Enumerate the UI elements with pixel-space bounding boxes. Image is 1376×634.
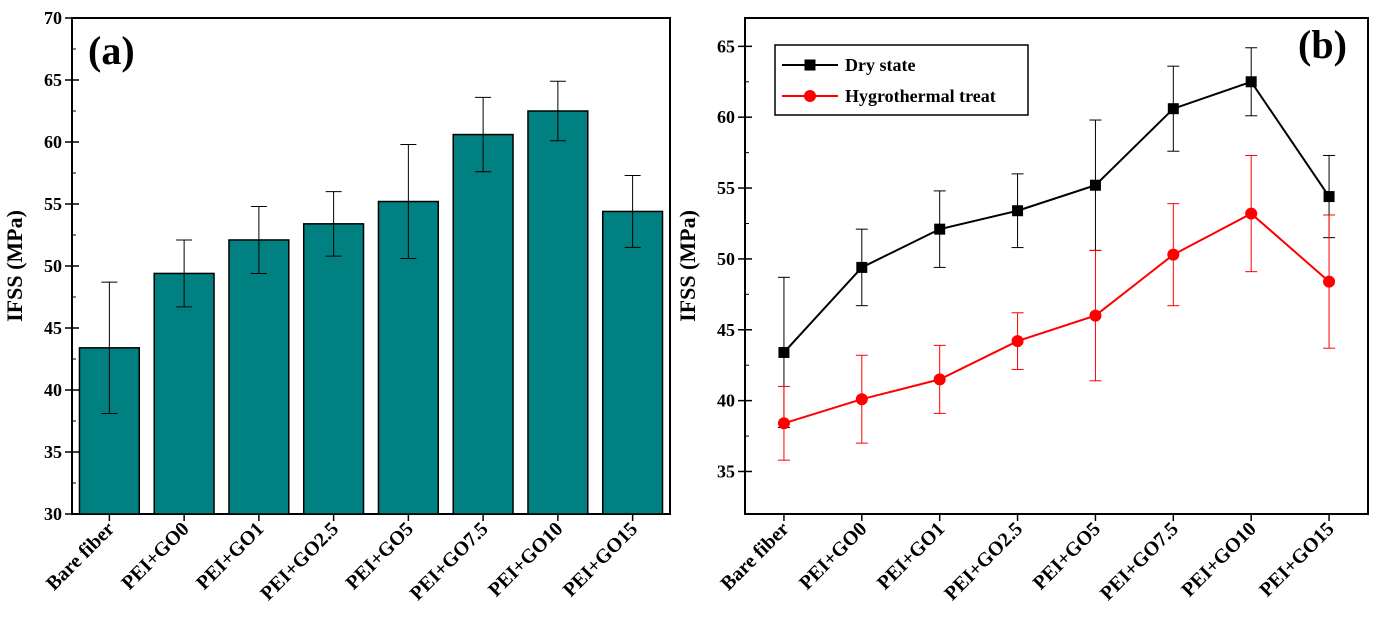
data-point bbox=[934, 223, 946, 235]
y-tick-label: 70 bbox=[44, 8, 62, 28]
y-tick-label: 50 bbox=[44, 256, 62, 276]
data-point bbox=[1323, 275, 1336, 288]
data-point bbox=[1245, 207, 1258, 220]
x-category-label: PEI+GO15 bbox=[559, 518, 642, 601]
y-tick-label: 50 bbox=[717, 249, 735, 269]
series-line bbox=[783, 80, 1330, 354]
data-point bbox=[933, 373, 946, 386]
y-tick-label: 55 bbox=[44, 194, 62, 214]
data-point bbox=[777, 417, 790, 430]
data-point bbox=[1167, 248, 1180, 261]
panel-label: (a) bbox=[88, 28, 135, 73]
x-category-label: PEI+GO7.5 bbox=[1096, 518, 1183, 605]
y-tick-label: 60 bbox=[44, 132, 62, 152]
x-category-label: PEI+GO5 bbox=[1029, 518, 1105, 594]
data-point bbox=[1167, 103, 1179, 115]
legend-box bbox=[774, 44, 1029, 116]
data-point bbox=[856, 261, 868, 273]
x-category-label: PEI+GO2.5 bbox=[256, 518, 343, 605]
legend-marker bbox=[804, 90, 816, 102]
y-tick-label: 60 bbox=[717, 107, 735, 127]
series-hygrothermal-treat bbox=[777, 154, 1336, 461]
data-point bbox=[1245, 76, 1257, 88]
y-tick-label: 40 bbox=[44, 380, 62, 400]
panel-label: (b) bbox=[1298, 22, 1347, 67]
x-category-label: PEI+GO1 bbox=[873, 518, 949, 594]
data-point bbox=[855, 393, 868, 406]
x-category-label: PEI+GO10 bbox=[1177, 518, 1260, 601]
y-tick-label: 65 bbox=[44, 70, 62, 90]
bar bbox=[228, 239, 290, 515]
x-category-label: Bare fiber bbox=[717, 518, 794, 595]
y-tick-label: 65 bbox=[717, 36, 735, 56]
x-category-label: PEI+GO10 bbox=[484, 518, 567, 601]
y-tick-label: 45 bbox=[44, 318, 62, 338]
bar bbox=[302, 223, 365, 515]
y-axis-title: IFSS (MPa) bbox=[675, 210, 700, 322]
x-category-label: PEI+GO0 bbox=[117, 518, 193, 594]
y-tick-label: 45 bbox=[717, 320, 735, 340]
plot-frame bbox=[744, 17, 1369, 515]
x-category-label: PEI+GO0 bbox=[795, 518, 871, 594]
data-point bbox=[1089, 179, 1101, 191]
x-category-label: Bare fiber bbox=[42, 518, 119, 595]
data-point bbox=[1012, 205, 1024, 217]
bar bbox=[452, 133, 514, 515]
data-point bbox=[1323, 191, 1335, 203]
x-category-label: PEI+GO1 bbox=[192, 518, 268, 594]
series-line bbox=[783, 212, 1330, 425]
x-category-label: PEI+GO5 bbox=[342, 518, 418, 594]
legend-entry: Hygrothermal treat bbox=[845, 86, 996, 106]
data-point bbox=[1011, 335, 1024, 348]
data-point bbox=[778, 346, 790, 358]
y-tick-label: 35 bbox=[44, 442, 62, 462]
legend: Dry state Hygrothermal treat bbox=[774, 44, 1029, 116]
bar bbox=[153, 272, 215, 515]
x-category-label: PEI+GO15 bbox=[1255, 518, 1338, 601]
y-tick-label: 40 bbox=[717, 391, 735, 411]
bar bbox=[527, 110, 589, 515]
y-tick-label: 30 bbox=[44, 504, 62, 524]
bar bbox=[601, 210, 664, 515]
y-tick-label: 35 bbox=[717, 461, 735, 481]
legend-entry: Dry state bbox=[845, 55, 915, 75]
legend-marker bbox=[804, 59, 816, 71]
y-axis-title: IFSS (MPa) bbox=[2, 210, 27, 322]
data-point bbox=[1089, 309, 1102, 322]
x-category-label: PEI+GO7.5 bbox=[406, 518, 493, 605]
y-tick-label: 55 bbox=[717, 178, 735, 198]
x-category-label: PEI+GO2.5 bbox=[940, 518, 1027, 605]
